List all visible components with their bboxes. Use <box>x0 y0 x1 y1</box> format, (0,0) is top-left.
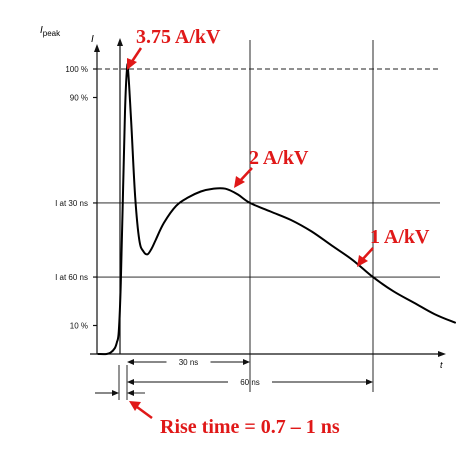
rise-time-arrowhead-right-icon <box>127 390 134 396</box>
dimension-arrowhead-left-60ns-icon <box>127 379 134 385</box>
y-tick-label-i-at-60-ns: I at 60 ns <box>55 273 88 282</box>
dimension-arrowhead-right-60ns-icon <box>366 379 373 385</box>
annotation-60ns-arrowhead-icon <box>357 255 368 267</box>
annotation-30ns-arrowhead-icon <box>234 176 245 188</box>
y-tick-label-90: 90 % <box>70 94 88 103</box>
y-tick-label-10: 10 % <box>70 322 88 331</box>
dimension-label-60ns: 60 ns <box>240 378 260 387</box>
y-tick-label-100: 100 % <box>65 65 88 74</box>
y-axis-label: Ipeak <box>40 25 61 38</box>
dimension-arrowhead-right-30ns-icon <box>243 359 250 365</box>
annotation-rise-time-arrow <box>136 405 153 420</box>
annotation-rise-time-arrowhead-icon <box>129 401 141 411</box>
y-axis-right-arrow-icon <box>117 38 123 46</box>
x-axis-arrow-icon <box>438 351 446 357</box>
waveform-curve <box>97 63 456 356</box>
annotation-30ns-label: 2 A/kV <box>249 147 309 169</box>
annotation-rise-time-label: Rise time = 0.7 – 1 ns <box>160 416 340 438</box>
annotation-peak-label: 3.75 A/kV <box>136 26 221 48</box>
dimension-label-30ns: 30 ns <box>179 358 199 367</box>
y-axis-right-label: I <box>91 34 94 45</box>
rise-time-arrowhead-left-icon <box>112 390 119 396</box>
y-tick-label-i-at-30-ns: I at 30 ns <box>55 199 88 208</box>
annotation-peak-arrowhead-icon <box>127 58 137 70</box>
x-axis-label: t <box>440 360 443 370</box>
annotation-60ns-arrow <box>361 247 374 261</box>
annotation-60ns-label: 1 A/kV <box>370 226 430 248</box>
y-axis-left-arrow-icon <box>94 44 100 52</box>
dimension-arrowhead-left-30ns-icon <box>127 359 134 365</box>
